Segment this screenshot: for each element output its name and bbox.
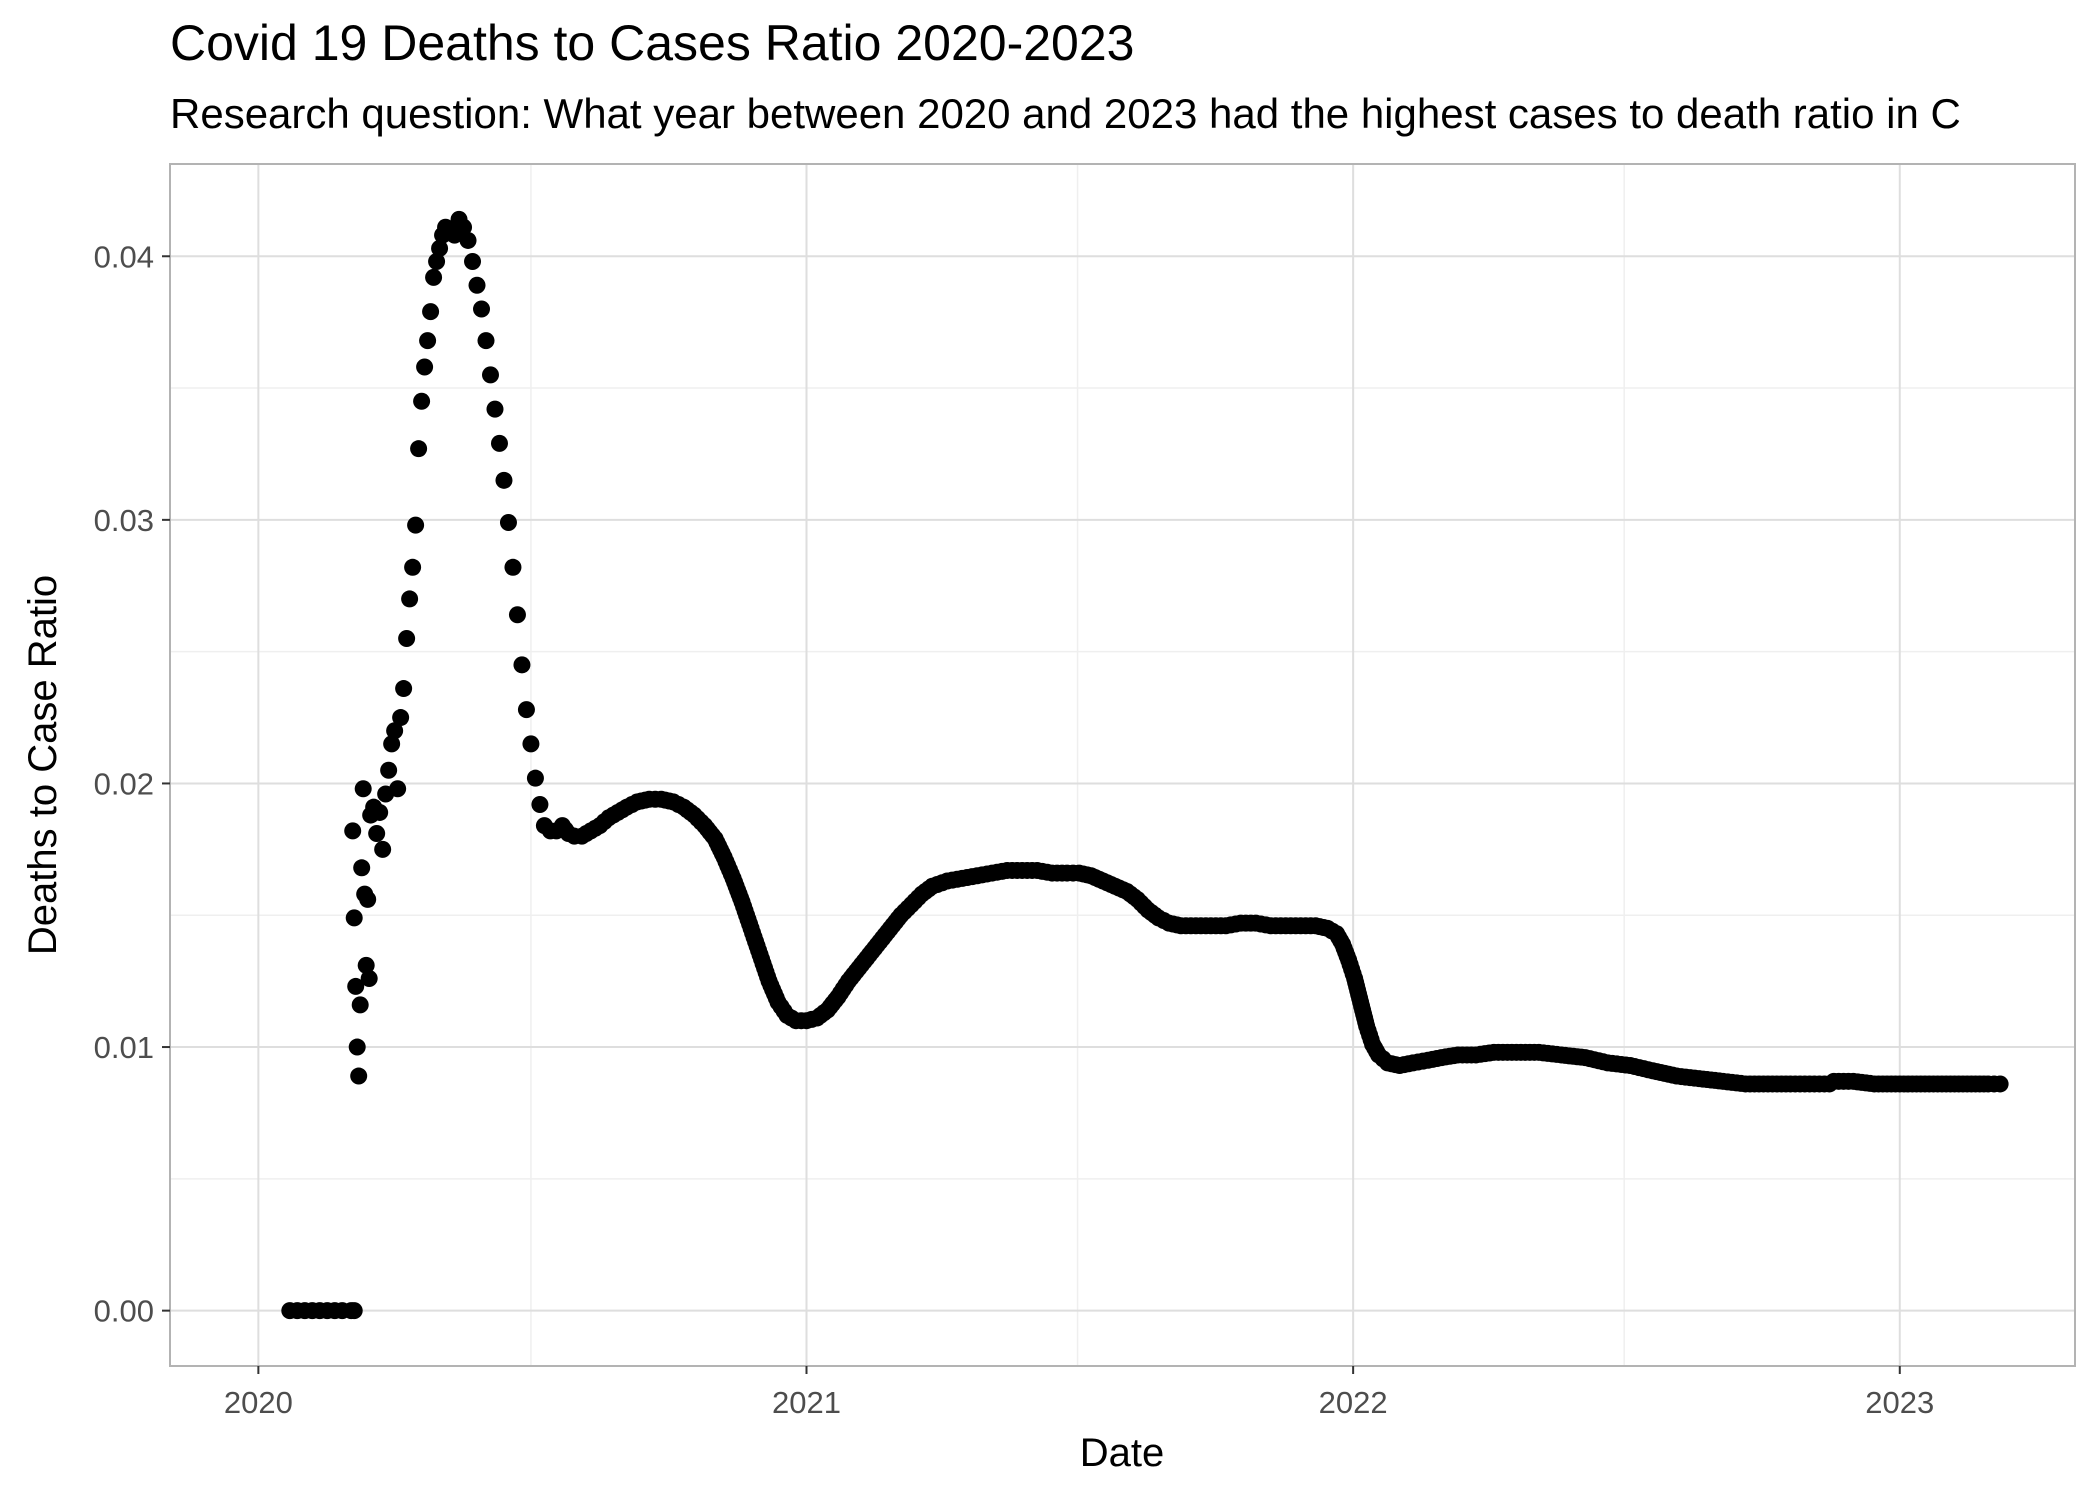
data-point — [347, 977, 365, 995]
data-point — [464, 253, 482, 271]
data-point — [522, 735, 540, 753]
x-axis-ticks: 2020 2021 2022 2023 — [224, 1366, 1934, 1420]
data-point — [419, 332, 437, 350]
data-point — [398, 629, 416, 647]
data-point — [392, 709, 410, 727]
data-point — [455, 218, 473, 236]
data-point — [428, 253, 446, 271]
y-tick-label: 0.02 — [94, 766, 154, 801]
data-point — [383, 735, 401, 753]
data-point — [357, 956, 375, 974]
data-point — [359, 890, 377, 908]
data-point — [368, 825, 386, 843]
y-tick-label: 0.03 — [94, 503, 154, 538]
y-tick-label: 0.01 — [94, 1030, 154, 1065]
data-point — [416, 358, 434, 376]
data-point — [508, 606, 526, 624]
data-point — [513, 656, 531, 674]
data-point — [380, 761, 398, 779]
data-point — [410, 440, 428, 458]
x-tick-label: 2023 — [1865, 1385, 1934, 1420]
data-point — [374, 840, 392, 858]
data-point — [425, 268, 443, 286]
data-point — [386, 722, 404, 740]
y-axis-ticks: 0.00 0.01 0.02 0.03 0.04 — [94, 239, 170, 1329]
data-point — [371, 803, 389, 821]
data-point — [499, 513, 517, 531]
data-point — [348, 1038, 366, 1056]
data-point — [345, 1302, 363, 1320]
data-point — [1991, 1075, 2009, 1093]
y-tick-label: 0.04 — [94, 239, 154, 274]
panel-border — [169, 163, 2076, 1367]
data-point — [360, 970, 378, 988]
data-point — [413, 392, 431, 410]
data-point — [459, 231, 477, 249]
data-point — [353, 859, 371, 877]
data-point — [468, 276, 486, 294]
data-point — [345, 909, 363, 927]
chart-title: Covid 19 Deaths to Cases Ratio 2020-2023 — [170, 15, 1135, 71]
data-point — [350, 1067, 368, 1085]
data-point — [490, 434, 508, 452]
data-point — [531, 796, 549, 814]
data-point — [517, 701, 535, 719]
data-points — [281, 210, 2009, 1320]
data-point — [481, 366, 499, 384]
data-point — [407, 516, 425, 534]
x-tick-label: 2022 — [1319, 1385, 1388, 1420]
data-point — [401, 590, 419, 608]
data-point — [422, 303, 440, 321]
data-point — [431, 239, 449, 257]
x-tick-label: 2020 — [224, 1385, 293, 1420]
data-point — [404, 558, 422, 576]
data-point — [504, 558, 522, 576]
data-point — [389, 780, 407, 798]
chart-subtitle: Research question: What year between 202… — [170, 90, 1961, 137]
major-gridlines — [170, 164, 2075, 1366]
data-point — [477, 332, 495, 350]
data-point — [395, 680, 413, 698]
data-point — [344, 822, 362, 840]
data-point — [354, 780, 372, 798]
data-point — [495, 471, 513, 489]
data-point — [526, 769, 544, 787]
x-tick-label: 2021 — [772, 1385, 841, 1420]
data-point — [473, 300, 491, 318]
data-point — [351, 996, 369, 1014]
data-point — [486, 400, 504, 418]
y-axis-title: Deaths to Case Ratio — [21, 575, 65, 955]
x-axis-title: Date — [1080, 1431, 1165, 1475]
minor-gridlines — [170, 164, 2075, 1366]
y-tick-label: 0.00 — [94, 1294, 154, 1329]
